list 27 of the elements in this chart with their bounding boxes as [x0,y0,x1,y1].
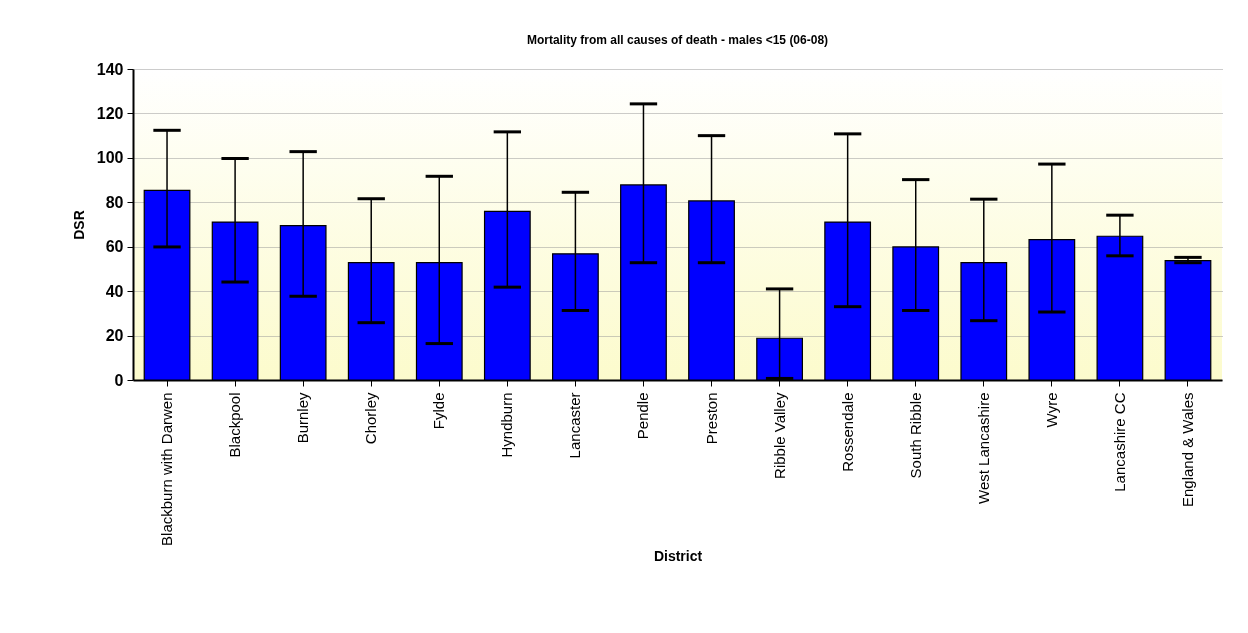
x-tick-label: Lancaster [566,392,584,459]
y-tick-label: 60 [105,238,124,256]
x-tick-label: Chorley [362,392,380,445]
x-tick-label: Pendle [634,392,652,440]
x-tick-label: South Ribble [906,392,924,479]
y-tick-label: 40 [105,282,124,300]
y-tick-label: 80 [105,193,124,211]
y-tick-label: 100 [96,149,124,167]
x-tick-label: Ribble Valley [770,392,788,479]
chart-title: Mortality from all causes of death - males <15 (06-08) [526,33,829,47]
x-tick-label: Blackburn with Darwen [158,392,176,546]
y-tick-label: 0 [114,371,124,389]
x-tick-label: Burnley [294,392,312,444]
x-tick-label: Hyndburn [498,392,516,458]
x-tick-label: Wyre [1042,392,1060,428]
x-tick-label: Rossendale [838,392,856,472]
x-tick-label: Lancashire CC [1110,392,1128,492]
x-tick-label: England & Wales [1178,392,1196,508]
x-tick-label: West Lancashire [974,392,992,504]
x-axis-title: District [653,547,703,564]
x-tick-label: Fylde [430,392,448,430]
y-tick-label: 120 [96,104,124,122]
y-tick-label: 20 [105,327,124,345]
y-axis-title: DSR [70,210,87,240]
x-tick-label: Preston [702,392,720,445]
y-tick-label: 140 [96,60,124,78]
x-tick-label: Blackpool [226,392,244,458]
